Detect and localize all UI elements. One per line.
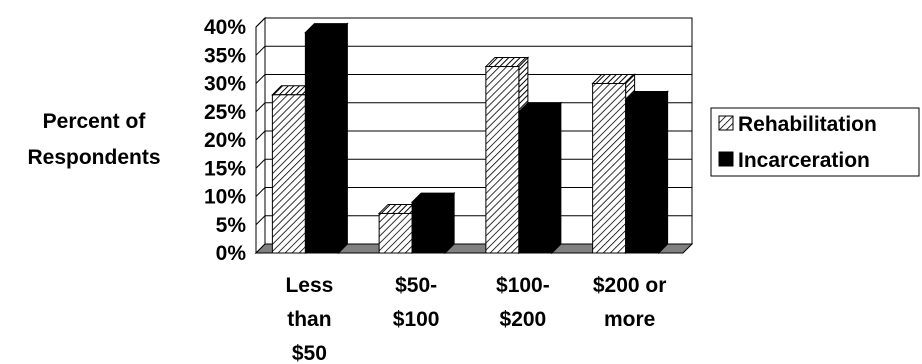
legend-label-incarceration: Incarceration	[738, 149, 870, 172]
bar-front	[411, 201, 446, 254]
y-tick-label: 10%	[204, 186, 246, 209]
gridline-side	[255, 102, 266, 113]
x-tick-label: Less	[285, 274, 333, 297]
legend-swatch-incarceration	[718, 151, 734, 167]
gridline-side	[255, 74, 266, 84]
y-tick-label: 40%	[204, 16, 246, 39]
gridline-side	[255, 187, 266, 197]
plot-area	[254, 16, 694, 255]
y-tick-label: 15%	[204, 157, 246, 180]
y-axis-label: Percent of Respondents	[27, 110, 160, 169]
x-tick-label: $50-	[395, 274, 437, 297]
y-tick-label: 0%	[216, 242, 247, 265]
gridline-side	[255, 17, 266, 28]
bar-incarceration-0	[304, 22, 349, 255]
bar-incarceration-2	[517, 101, 563, 255]
legend-box	[710, 107, 920, 177]
y-tick-label: 20%	[204, 129, 246, 152]
legend: Rehabilitation Incarceration	[710, 107, 920, 177]
bar-front	[304, 32, 339, 254]
y-tick-label: 5%	[216, 214, 247, 237]
gridline-side	[255, 158, 266, 169]
bar-front	[271, 94, 306, 254]
bar-side	[551, 101, 562, 255]
bar-front	[378, 212, 413, 254]
bar-front	[518, 111, 553, 254]
y-axis-label-line-2: Respondents	[27, 146, 160, 169]
x-tick-label: $200	[500, 308, 547, 331]
y-tick-label: 25%	[204, 101, 246, 124]
x-tick-label: than	[287, 308, 331, 331]
bar-incarceration-3	[624, 90, 669, 255]
bar-rehabilitation-2	[484, 56, 530, 255]
gridline-side	[255, 45, 266, 56]
y-tick-label: 30%	[204, 73, 246, 96]
x-tick-label: $50	[292, 342, 327, 364]
gridline-side	[255, 215, 266, 226]
y-axis-label-line-1: Percent of	[43, 110, 147, 133]
bar-front	[592, 83, 627, 254]
legend-swatch-rehabilitation	[718, 115, 734, 131]
legend-label-rehabilitation: Rehabilitation	[738, 113, 877, 136]
x-tick-label: $100	[393, 308, 440, 331]
x-tick-label: $200 or	[593, 274, 667, 297]
bar-front	[625, 99, 660, 254]
y-axis-ticks: 0% 5% 10% 15% 20% 25% 30% 35% 40%	[204, 16, 246, 265]
gridline-side	[255, 130, 266, 141]
bar-incarceration-1	[410, 191, 456, 255]
bar-side	[658, 90, 669, 255]
x-axis-labels: Less than $50 $50- $100 $100- $200 $200 or more	[285, 274, 666, 364]
bar-front	[485, 66, 520, 254]
bar-side	[444, 191, 455, 255]
x-tick-label: more	[604, 308, 655, 331]
x-tick-label: $100-	[496, 274, 550, 297]
y-tick-label: 35%	[204, 44, 246, 67]
bars	[271, 22, 669, 255]
bar-side	[337, 22, 348, 255]
